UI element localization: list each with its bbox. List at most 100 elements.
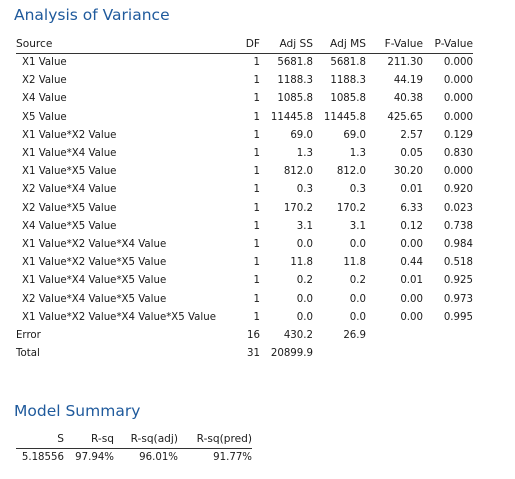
cell-f-value: 0.44 (400, 257, 423, 269)
cell-f-value: 0.00 (400, 239, 423, 251)
anova-title: Analysis of Variance (14, 6, 170, 24)
header-r-sq: R-sq (64, 431, 114, 449)
anova-row: X2 Value 1 1188.3 1188.3 44.19 0.000 (16, 72, 473, 90)
cell-adj-ss: 20899.9 (270, 348, 313, 360)
cell-adj-ss: 0.0 (296, 311, 313, 323)
cell-f-value (366, 345, 423, 363)
anova-row: X4 Value 1 1085.8 1085.8 40.38 0.000 (16, 90, 473, 108)
cell-source: X2 Value*X4 Value (22, 184, 117, 196)
cell-source: X5 Value (22, 111, 67, 123)
cell-df: 1 (253, 293, 260, 305)
cell-df: 31 (247, 348, 260, 360)
cell-adj-ms: 812.0 (336, 166, 366, 178)
value-r-sq: 97.94% (75, 452, 114, 463)
cell-f-value: 0.01 (400, 184, 423, 196)
cell-p-value: 0.129 (443, 129, 473, 141)
cell-f-value: 30.20 (393, 166, 423, 178)
cell-adj-ms: 0.2 (349, 275, 366, 287)
cell-df: 1 (253, 148, 260, 160)
cell-adj-ms: 0.0 (349, 311, 366, 323)
cell-adj-ms: 5681.8 (330, 57, 366, 68)
anova-row: X4 Value*X5 Value 1 3.1 3.1 0.12 0.738 (16, 218, 473, 236)
cell-p-value: 0.000 (443, 93, 473, 105)
cell-df: 16 (247, 330, 260, 342)
cell-source: X2 Value*X4 Value*X5 Value (22, 293, 167, 305)
cell-f-value: 44.19 (393, 75, 423, 87)
cell-f-value: 2.57 (400, 129, 423, 141)
cell-p-value: 0.830 (443, 148, 473, 160)
cell-adj-ms: 11445.8 (323, 111, 366, 123)
model-summary-row: 5.18556 97.94% 96.01% 91.77% (16, 449, 252, 468)
cell-adj-ss: 3.1 (296, 220, 313, 232)
cell-p-value: 0.518 (443, 257, 473, 269)
anova-row: X1 Value*X4 Value*X5 Value 1 0.2 0.2 0.01 0.9… (16, 272, 473, 290)
cell-adj-ms: 1188.3 (330, 75, 366, 87)
cell-df: 1 (253, 111, 260, 123)
anova-row: X2 Value*X5 Value 1 170.2 170.2 6.33 0.023 (16, 200, 473, 218)
header-r-sq-adj: R-sq(adj) (114, 431, 178, 449)
cell-source: X1 Value*X2 Value*X4 Value*X5 Value (22, 311, 216, 323)
cell-source: X1 Value (22, 57, 67, 68)
cell-source: X1 Value*X2 Value*X5 Value (22, 257, 167, 269)
cell-f-value: 0.05 (400, 148, 423, 160)
cell-f-value: 40.38 (393, 93, 423, 105)
cell-adj-ss: 11445.8 (270, 111, 313, 123)
header-df: DF (230, 36, 260, 54)
header-source: Source (16, 36, 230, 54)
cell-f-value: 0.12 (400, 220, 423, 232)
cell-adj-ss: 0.3 (296, 184, 313, 196)
cell-f-value: 425.65 (387, 111, 423, 123)
anova-row: X1 Value*X4 Value 1 1.3 1.3 0.05 0.830 (16, 145, 473, 163)
cell-p-value: 0.995 (443, 311, 473, 323)
value-s: 5.18556 (21, 452, 64, 463)
cell-adj-ms: 69.0 (343, 129, 366, 141)
header-r-sq-pred: R-sq(pred) (178, 431, 252, 449)
anova-table: Source DF Adj SS Adj MS F-Value P-Value … (16, 36, 473, 363)
anova-row: Total 31 20899.9 (16, 345, 473, 363)
cell-source: X1 Value*X2 Value*X4 Value (22, 239, 167, 251)
cell-adj-ms (313, 345, 366, 363)
header-f-value: F-Value (366, 36, 423, 54)
cell-adj-ms: 1085.8 (330, 93, 366, 105)
cell-source: Error (16, 330, 41, 342)
cell-adj-ms: 1.3 (349, 148, 366, 160)
anova-body: X1 Value 1 5681.8 5681.8 211.30 0.000 X2 Value… (16, 54, 473, 364)
cell-adj-ss: 430.2 (283, 330, 313, 342)
cell-adj-ms: 3.1 (349, 220, 366, 232)
cell-df: 1 (253, 129, 260, 141)
cell-adj-ms: 170.2 (336, 202, 366, 214)
cell-df: 1 (253, 57, 260, 68)
cell-adj-ss: 0.2 (296, 275, 313, 287)
cell-p-value (423, 345, 473, 363)
anova-row: X1 Value*X5 Value 1 812.0 812.0 30.20 0.000 (16, 163, 473, 181)
cell-f-value (366, 327, 423, 345)
cell-adj-ms: 0.0 (349, 293, 366, 305)
cell-source: X4 Value*X5 Value (22, 220, 117, 232)
cell-adj-ss: 812.0 (283, 166, 313, 178)
header-adj-ss: Adj SS (260, 36, 313, 54)
cell-adj-ss: 1.3 (296, 148, 313, 160)
cell-p-value: 0.920 (443, 184, 473, 196)
cell-adj-ss: 170.2 (283, 202, 313, 214)
cell-df: 1 (253, 275, 260, 287)
cell-df: 1 (253, 166, 260, 178)
cell-source: X1 Value*X4 Value (22, 148, 117, 160)
cell-p-value: 0.000 (443, 166, 473, 178)
cell-p-value: 0.000 (443, 75, 473, 87)
cell-p-value: 0.000 (443, 57, 473, 68)
header-p-value: P-Value (423, 36, 473, 54)
cell-adj-ms: 11.8 (343, 257, 366, 269)
cell-df: 1 (253, 75, 260, 87)
cell-p-value: 0.984 (443, 239, 473, 251)
cell-adj-ss: 69.0 (290, 129, 313, 141)
anova-row: X1 Value*X2 Value*X4 Value 1 0.0 0.0 0.00 0.9… (16, 236, 473, 254)
cell-f-value: 0.00 (400, 293, 423, 305)
cell-f-value: 211.30 (387, 57, 423, 68)
value-r-sq-adj: 96.01% (139, 452, 178, 463)
cell-p-value: 0.000 (443, 111, 473, 123)
anova-row: X1 Value*X2 Value 1 69.0 69.0 2.57 0.129 (16, 127, 473, 145)
cell-adj-ms: 26.9 (343, 330, 366, 342)
header-s: S (16, 431, 64, 449)
cell-f-value: 0.00 (400, 311, 423, 323)
cell-p-value: 0.023 (443, 202, 473, 214)
